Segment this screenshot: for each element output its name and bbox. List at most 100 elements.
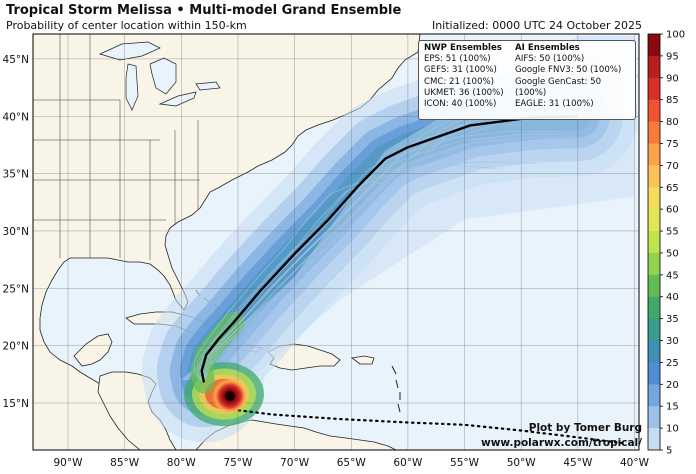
- colorbar-tick-label: 45: [666, 270, 679, 281]
- latitude-label: 45°N: [3, 54, 29, 66]
- legend-item-google-fnv3: Google FNV3: 50 (100%): [515, 65, 622, 76]
- longitude-label: 50°W: [507, 457, 537, 469]
- colorbar-bin: [648, 296, 660, 320]
- colorbar-tick-label: 95: [666, 51, 679, 62]
- chart-title: Tropical Storm Melissa • Multi-model Gra…: [6, 3, 402, 18]
- colorbar-bin: [648, 121, 660, 144]
- ai-legend-column: AI Ensembles AIFS: 50 (100%) Google FNV3…: [515, 43, 635, 110]
- ensemble-track-line: [203, 111, 619, 383]
- colorbar-bin: [648, 143, 660, 166]
- colorbar-bin: [648, 252, 660, 276]
- yucatan-peninsula: [73, 333, 113, 367]
- colorbar-bin: [648, 77, 660, 101]
- legend-item-aifs: AIFS: 50 (100%): [515, 54, 585, 65]
- nwp-legend-column: NWP Ensembles EPS: 51 (100%) GEFS: 31 (1…: [424, 43, 504, 110]
- ensemble-track-line: [193, 165, 497, 383]
- legend-item-google-gencast: Google GenCast: 50 (100%): [515, 76, 602, 98]
- initialized-time: Initialized: 0000 UTC 24 October 2025: [431, 19, 642, 32]
- colorbar-tick-label: 100: [666, 30, 685, 41]
- lake-superior: [99, 41, 161, 61]
- colorbar-tick-label: 50: [666, 248, 679, 259]
- colorbar-tick-label: 85: [666, 95, 679, 106]
- colorbar-bin: [648, 406, 660, 429]
- ensemble-mean-track: [200, 115, 578, 383]
- chart-subtitle: Probability of center location within 15…: [6, 19, 247, 32]
- colorbar-tick-label: 35: [666, 314, 679, 325]
- colorbar-bin: [648, 99, 660, 122]
- colorbar-tick-label: 25: [666, 358, 679, 369]
- colorbar: 100 95 90 85 80 75 70 65 60 55 50 45 40 35 30 25 20 15 10 5: [647, 30, 685, 457]
- colorbar-tick-label: 30: [666, 336, 679, 347]
- latitude-label: 40°N: [3, 111, 29, 123]
- latitude-label: 15°N: [3, 398, 29, 410]
- lake-erie: [158, 91, 197, 107]
- colorbar-tick-label: 40: [666, 292, 679, 303]
- credit-author: Plot by Tomer Burg: [528, 422, 642, 434]
- legend-item-eagle: EAGLE: 31 (100%): [515, 99, 594, 110]
- lat-lon-grid: [33, 34, 639, 450]
- latitude-label: 30°N: [3, 226, 29, 238]
- colorbar-tick-label: 75: [666, 139, 679, 150]
- legend-item-ukmet: UKMET: 36 (100%): [424, 87, 504, 98]
- lake-michigan: [125, 63, 139, 111]
- puerto-rico-island: [351, 355, 375, 365]
- colorbar-bin: [648, 165, 660, 188]
- lesser-antilles: [391, 365, 401, 413]
- latitude-label: 25°N: [3, 283, 29, 295]
- colorbar-bin: [648, 318, 660, 341]
- latitude-label: 20°N: [3, 341, 29, 353]
- longitude-label: 65°W: [337, 457, 367, 469]
- longitude-label: 70°W: [280, 457, 310, 469]
- ensemble-tracks: [193, 73, 639, 383]
- credit-url: www.polarwx.com/tropical/: [481, 437, 642, 449]
- great-lakes: [99, 41, 221, 111]
- legend-item-cmc: CMC: 21 (100%): [424, 76, 494, 87]
- lake-ontario: [195, 81, 221, 91]
- longitude-label: 60°W: [393, 457, 423, 469]
- colorbar-bin: [648, 362, 660, 385]
- past-track-dotted: [225, 407, 625, 445]
- colorbar-tick-label: 90: [666, 73, 679, 84]
- north-america-land: [33, 34, 421, 450]
- longitude-label: 40°W: [620, 457, 650, 469]
- ensemble-legend: NWP Ensembles EPS: 51 (100%) GEFS: 31 (1…: [418, 40, 636, 120]
- plot-credit: Plot by Tomer Burg www.polarwx.com/tropi…: [481, 421, 642, 451]
- latitude-label: 35°N: [3, 169, 29, 181]
- colorbar-bin: [648, 340, 660, 363]
- colorbar-bin: [648, 384, 660, 407]
- legend-item-eps: EPS: 51 (100%): [424, 54, 491, 65]
- colorbar-tick-label: 10: [666, 424, 679, 435]
- colorbar-bin: [648, 231, 660, 254]
- longitude-label: 75°W: [223, 457, 253, 469]
- colorbar-bin: [648, 209, 660, 232]
- longitude-label: 45°W: [563, 457, 593, 469]
- longitude-labels: 90°W 85°W 80°W 75°W 70°W 65°W 60°W 55°W 50°W 45°W…: [54, 457, 650, 469]
- longitude-label: 80°W: [167, 457, 197, 469]
- colorbar-tick-label: 5: [666, 446, 672, 457]
- map-frame: [32, 33, 640, 451]
- longitude-label: 55°W: [450, 457, 480, 469]
- legend-item-gefs: GEFS: 31 (100%): [424, 65, 497, 76]
- colorbar-bin: [648, 428, 660, 451]
- latitude-labels: 45°N 40°N 35°N 30°N 25°N 20°N 15°N: [3, 54, 29, 410]
- legend-item-icon: ICON: 40 (100%): [424, 99, 497, 110]
- colorbar-tick-label: 55: [666, 227, 679, 238]
- colorbar-tick-label: 60: [666, 205, 679, 216]
- ai-ensembles-header: AI Ensembles: [515, 43, 580, 53]
- ensemble-track-line: [201, 136, 578, 383]
- storm-current-position-icon: [225, 391, 236, 402]
- colorbar-bin: [648, 34, 660, 57]
- colorbar-bin: [648, 274, 660, 298]
- colorbar-tick-label: 80: [666, 117, 679, 128]
- colorbar-bin: [648, 187, 660, 210]
- nwp-ensembles-header: NWP Ensembles: [424, 43, 502, 53]
- longitude-label: 85°W: [110, 457, 140, 469]
- ensemble-track-line: [196, 161, 521, 383]
- colorbar-tick-label: 65: [666, 183, 679, 194]
- colorbar-tick-label: 20: [666, 380, 679, 391]
- colorbar-bin: [648, 55, 660, 79]
- colorbar-tick-label: 70: [666, 161, 679, 172]
- state-borders: [33, 34, 200, 260]
- colorbar-tick-label: 15: [666, 402, 679, 413]
- longitude-label: 90°W: [54, 457, 84, 469]
